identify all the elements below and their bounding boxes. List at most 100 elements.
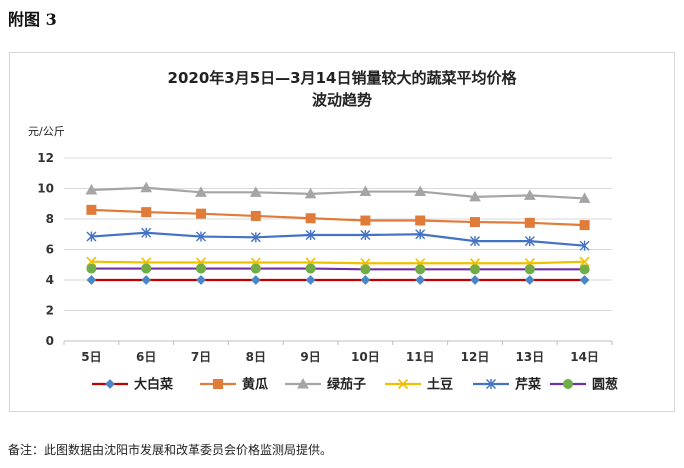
data-point	[141, 275, 152, 285]
y-tick-label: 6	[46, 243, 54, 257]
series-5	[86, 263, 590, 275]
series-0	[86, 275, 590, 285]
data-point	[523, 189, 536, 200]
data-point	[196, 275, 206, 285]
data-point	[415, 215, 426, 226]
series-2	[85, 181, 591, 203]
y-tick-label: 8	[46, 212, 54, 226]
data-point	[86, 263, 97, 274]
grid-layer: 0 2 4 6 8 10 12 5日 6日 7日 8日 9日 10日 11日 12日 13日 14日	[37, 151, 613, 364]
y-axis-label: 元/公斤	[28, 125, 65, 138]
data-point	[250, 275, 261, 285]
legend-item: 圆葱	[550, 377, 618, 393]
legend-label: 芹菜	[515, 377, 541, 393]
data-point	[195, 186, 207, 197]
legend-item: 芹菜	[473, 377, 541, 393]
data-point	[579, 220, 590, 231]
data-point	[579, 256, 590, 267]
data-point	[140, 181, 153, 193]
line-chart: 2020年3月5日—3月14日销量较大的蔬菜平均价格 波动趋势 元/公斤 0 2 4…	[28, 69, 618, 393]
data-point	[250, 263, 261, 274]
data-point	[141, 207, 152, 218]
legend-item: 土豆	[385, 377, 453, 393]
series-4	[86, 227, 590, 251]
data-point	[86, 231, 97, 242]
legend-label: 土豆	[427, 377, 453, 393]
data-point	[305, 213, 316, 224]
data-point	[415, 264, 426, 275]
chart-title-line2: 波动趋势	[312, 91, 372, 109]
chart-frame: 2020年3月5日—3月14日销量较大的蔬菜平均价格 波动趋势 元/公斤 0 2 4…	[9, 52, 675, 412]
legend-label: 黄瓜	[242, 377, 268, 393]
x-tick-label: 12日	[461, 350, 490, 364]
data-point	[141, 263, 152, 274]
data-point	[415, 275, 426, 285]
data-point	[524, 275, 535, 285]
x-tick-label: 7日	[191, 350, 211, 364]
chart-title-line1: 2020年3月5日—3月14日销量较大的蔬菜平均价格	[168, 69, 518, 87]
y-tick-label: 12	[37, 151, 54, 165]
data-point	[86, 204, 97, 215]
data-point	[524, 236, 535, 247]
legend-swatch-marker	[397, 378, 409, 390]
legend-item: 绿茄子	[285, 377, 366, 393]
data-point	[469, 190, 481, 202]
legend-swatch-marker	[486, 379, 496, 389]
x-tick-label: 14日	[570, 350, 599, 364]
data-point	[415, 229, 426, 240]
legend-swatch-marker	[213, 379, 223, 389]
x-tick-label: 9日	[300, 350, 320, 364]
legend-swatch-marker	[105, 379, 115, 389]
legend-label: 圆葱	[592, 377, 618, 393]
data-point	[360, 215, 371, 226]
data-point	[141, 227, 152, 238]
series-line	[91, 267, 585, 271]
data-point	[249, 186, 262, 197]
data-point	[304, 187, 317, 199]
y-tick-label: 4	[46, 273, 54, 287]
data-point	[250, 232, 261, 243]
legend: 大白菜 黄瓜 绿茄子 土豆 芹菜 圆葱	[92, 377, 618, 393]
x-tick-label: 10日	[351, 350, 380, 364]
legend-swatch-marker	[563, 379, 573, 389]
data-point	[360, 264, 371, 275]
data-point	[470, 264, 480, 275]
x-tick-label: 13日	[515, 350, 544, 364]
y-tick-label: 0	[46, 334, 54, 348]
x-tick-label: 5日	[81, 350, 101, 364]
data-point	[86, 275, 97, 285]
data-point	[524, 264, 535, 275]
data-point	[470, 217, 480, 228]
y-tick-label: 2	[46, 304, 54, 318]
data-point	[196, 208, 206, 219]
figure-label: 附图 3	[8, 10, 57, 29]
data-point	[414, 185, 427, 197]
data-point	[360, 230, 371, 241]
footnote: 备注：此图数据由沈阳市发展和改革委员会价格监测局提供。	[8, 443, 333, 457]
legend-swatch-marker	[297, 377, 309, 389]
series-line	[91, 231, 585, 247]
data-point	[196, 263, 206, 274]
series-3	[86, 256, 590, 269]
series-layer	[85, 181, 591, 285]
data-point	[85, 183, 98, 195]
y-tick-label: 10	[37, 182, 54, 196]
x-tick-label: 11日	[406, 350, 435, 364]
data-point	[524, 217, 535, 228]
series-line	[91, 186, 585, 200]
data-point	[470, 236, 480, 247]
series-line	[91, 208, 585, 227]
data-point	[305, 275, 316, 285]
data-point	[196, 231, 206, 242]
data-point	[579, 240, 590, 251]
data-point	[578, 192, 591, 203]
data-point	[579, 275, 590, 285]
data-point	[250, 210, 261, 221]
legend-label: 大白菜	[134, 377, 173, 393]
data-point	[359, 185, 372, 197]
data-point	[305, 263, 316, 274]
series-1	[86, 204, 590, 231]
x-tick-label: 8日	[246, 350, 266, 364]
series-line	[91, 260, 585, 265]
data-point	[579, 264, 590, 275]
